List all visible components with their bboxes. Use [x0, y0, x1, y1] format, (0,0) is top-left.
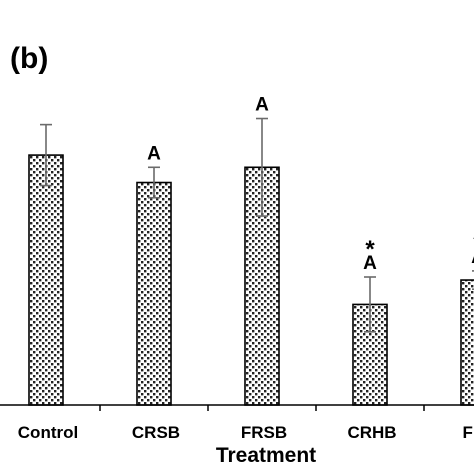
- panel-label: (b): [10, 42, 48, 75]
- x-tick-label-crsb: CRSB: [132, 423, 180, 442]
- x-tick-label-control: Control: [18, 423, 78, 442]
- bars-layer: AAA*A*: [28, 95, 474, 406]
- x-tick-label-frh: FRH: [463, 423, 474, 442]
- bar-crsb: [136, 181, 172, 406]
- x-axis-title: Treatment: [216, 444, 316, 467]
- bar-control: [28, 154, 64, 406]
- significance-star-crhb: *: [365, 236, 375, 263]
- significance-letter-crhb: A: [363, 253, 377, 274]
- significance-letter-crsb: A: [147, 143, 161, 164]
- bar-frh: [460, 279, 474, 406]
- significance-letter-frsb: A: [255, 95, 269, 116]
- x-tick-label-crhb: CRHB: [347, 423, 396, 442]
- x-tick-label-frsb: FRSB: [241, 423, 287, 442]
- x-ticks-layer: Control CRSB FRSB CRHB FRH: [18, 405, 474, 442]
- significance-letter-frh: A: [471, 247, 474, 268]
